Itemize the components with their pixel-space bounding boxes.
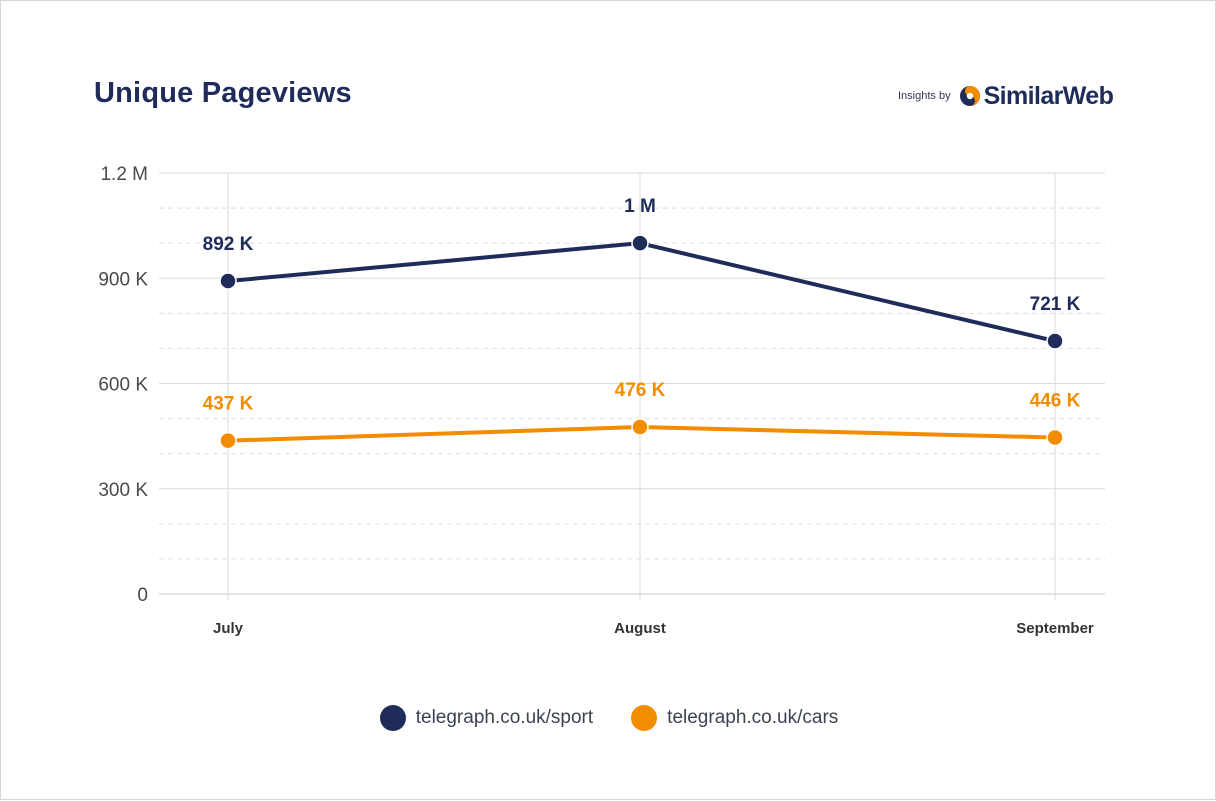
series-line (226, 241, 1057, 344)
chart-title: Unique Pageviews (94, 77, 352, 109)
data-point (1046, 332, 1064, 350)
brand-name: SimilarWeb (983, 81, 1114, 110)
x-tick-label: September (1016, 620, 1094, 637)
legend: telegraph.co.uk/sport telegraph.co.uk/ca… (1, 705, 1216, 731)
legend-item-cars[interactable]: telegraph.co.uk/cars (631, 705, 838, 731)
legend-marker-cars (631, 705, 658, 731)
y-tick-label: 0 (137, 585, 148, 606)
y-tick-label: 1.2 M (100, 164, 148, 185)
brand-prefix: Insights by (898, 90, 951, 102)
data-point (219, 431, 237, 450)
y-tick-label: 300 K (98, 480, 148, 501)
data-label: 446 K (1030, 391, 1081, 412)
data-label: 1 M (624, 196, 656, 217)
similarweb-logo-icon (959, 86, 980, 106)
data-label: 476 K (615, 380, 666, 401)
legend-item-sport[interactable]: telegraph.co.uk/sport (379, 705, 594, 731)
x-tick-label: August (614, 620, 666, 637)
legend-marker-sport (379, 705, 406, 731)
data-point (219, 272, 237, 290)
x-tick-label: July (213, 620, 244, 637)
data-label: 437 K (203, 394, 254, 415)
data-point (631, 418, 649, 436)
y-tick-label: 900 K (98, 269, 148, 290)
data-point (1046, 428, 1064, 447)
data-point (631, 234, 649, 252)
legend-label-cars: telegraph.co.uk/cars (667, 707, 839, 728)
legend-label-sport: telegraph.co.uk/sport (415, 707, 594, 728)
data-label: 721 K (1030, 294, 1081, 315)
brand-attribution: Insights by SimilarWeb (898, 81, 1114, 111)
y-tick-label: 600 K (98, 375, 148, 396)
data-label: 892 K (203, 234, 254, 255)
